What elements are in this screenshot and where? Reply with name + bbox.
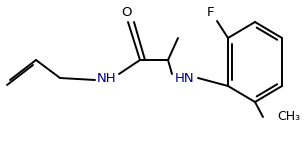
Text: CH₃: CH₃ [278,111,300,123]
Text: HN: HN [175,72,195,84]
Text: NH: NH [97,72,117,84]
Text: F: F [207,6,215,20]
Text: O: O [121,6,131,20]
